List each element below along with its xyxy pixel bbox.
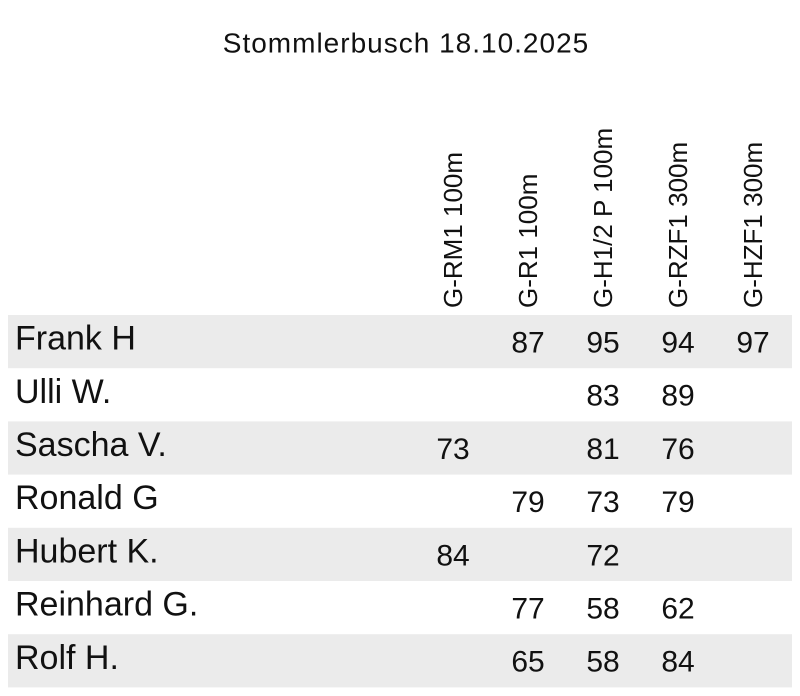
row-shade xyxy=(8,315,792,369)
score: 62 xyxy=(661,593,694,626)
score: 94 xyxy=(661,327,694,360)
row-name: Ronald G xyxy=(15,479,159,517)
score: 73 xyxy=(436,433,469,466)
score: 76 xyxy=(661,433,694,466)
column-header: G-HZF1 300m xyxy=(738,142,768,308)
row-shade xyxy=(8,421,792,475)
score: 73 xyxy=(586,486,619,519)
score: 58 xyxy=(586,593,619,626)
title: Stommlerbusch 18.10.2025 xyxy=(223,27,589,58)
row-shade xyxy=(8,634,792,688)
score: 84 xyxy=(661,646,694,679)
column-header: G-R1 100m xyxy=(513,174,543,308)
column-header: G-RM1 100m xyxy=(438,152,468,308)
score: 95 xyxy=(586,327,619,360)
score: 65 xyxy=(511,646,544,679)
score: 81 xyxy=(586,433,619,466)
row-name: Sascha V. xyxy=(15,426,167,464)
score: 58 xyxy=(586,646,619,679)
row-name: Ulli W. xyxy=(15,373,111,411)
score: 87 xyxy=(511,327,544,360)
row-name: Hubert K. xyxy=(15,532,159,570)
score: 79 xyxy=(511,486,544,519)
column-header: G-RZF1 300m xyxy=(663,142,693,308)
row-name: Rolf H. xyxy=(15,639,119,677)
score: 77 xyxy=(511,593,544,626)
row-shade xyxy=(8,527,792,581)
score: 79 xyxy=(661,486,694,519)
score: 83 xyxy=(586,380,619,413)
row-name: Frank H xyxy=(15,320,136,358)
column-header: G-H1/2 P 100m xyxy=(588,128,618,308)
score: 84 xyxy=(436,539,469,572)
score: 89 xyxy=(661,380,694,413)
score: 72 xyxy=(586,539,619,572)
score: 97 xyxy=(736,327,769,360)
row-name: Reinhard G. xyxy=(15,586,198,624)
